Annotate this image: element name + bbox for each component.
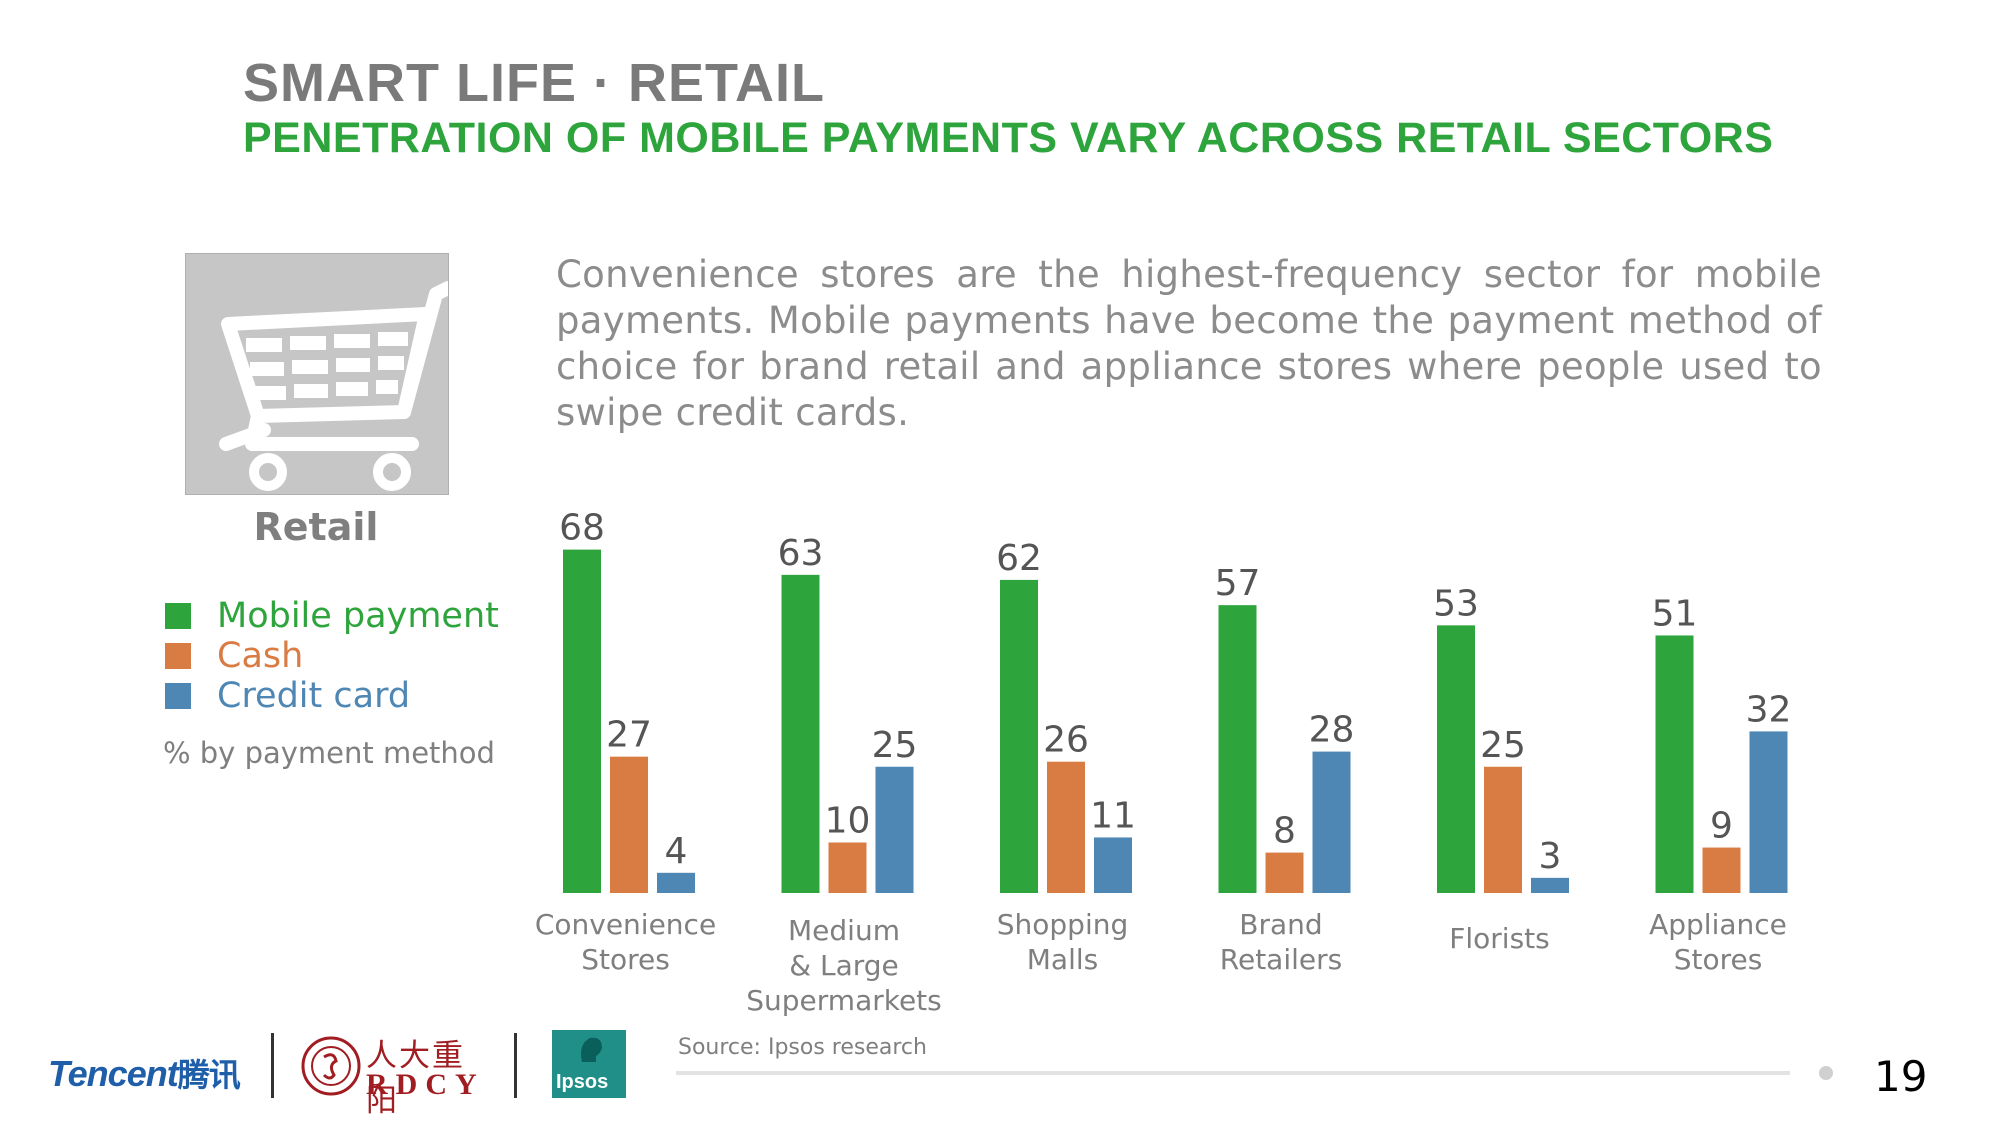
bar-cash [1702, 847, 1741, 893]
legend-label: Credit card [217, 676, 411, 716]
rdcy-logo-cn: 人大重阳 [366, 1038, 465, 1119]
bar-credit-card [1094, 837, 1132, 893]
bar-mobile-payment [563, 549, 601, 893]
tencent-logo: Tencent腾讯 [48, 1050, 241, 1096]
category-label: & Large [789, 949, 899, 982]
category-label: Malls [1027, 943, 1098, 976]
data-label-credit-card: 25 [872, 725, 918, 766]
legend-swatch [165, 603, 191, 629]
data-label-cash: 27 [606, 715, 652, 756]
logo-separator [271, 1033, 274, 1098]
retail-icon-tile [185, 253, 455, 495]
bar-credit-card [1749, 731, 1788, 893]
category-label: Stores [1674, 943, 1763, 976]
category-label: Retailers [1220, 943, 1342, 976]
category-label: Brand [1239, 908, 1322, 941]
source-note: Source: Ipsos research [678, 1035, 927, 1060]
data-label-cash: 8 [1273, 811, 1296, 852]
ipsos-logo: Ipsos [552, 1030, 626, 1098]
page-title: SMART LIFE · RETAIL [243, 53, 825, 113]
footer-dot [1819, 1066, 1833, 1080]
tencent-logo-cn: 腾讯 [177, 1057, 241, 1093]
chart-legend: Mobile payment Cash Credit card [165, 596, 499, 716]
data-label-credit-card: 4 [665, 831, 688, 872]
bar-mobile-payment [1655, 635, 1694, 893]
category-label: Convenience [535, 908, 716, 941]
page-subtitle: PENETRATION OF MOBILE PAYMENTS VARY ACRO… [243, 114, 1774, 162]
bar-mobile-payment [1000, 579, 1038, 893]
rdcy-logo-en: RDCY [366, 1068, 485, 1101]
data-label-mobile-payment: 51 [1652, 593, 1698, 634]
logo-separator [514, 1033, 517, 1098]
data-label-mobile-payment: 57 [1215, 563, 1261, 604]
bar-cash [1047, 761, 1085, 893]
legend-item-cash: Cash [165, 636, 499, 676]
legend-item-credit-card: Credit card [165, 676, 499, 716]
rdcy-seal-icon [301, 1036, 361, 1096]
unit-note: % by payment method [163, 736, 495, 770]
bar-credit-card [657, 872, 695, 893]
ipsos-head-icon [581, 1037, 602, 1062]
data-label-cash: 10 [825, 801, 871, 842]
tencent-logo-text: Tencent [48, 1053, 179, 1094]
data-label-cash: 25 [1480, 725, 1526, 766]
data-label-credit-card: 11 [1090, 795, 1136, 836]
data-label-cash: 26 [1043, 720, 1089, 761]
category-label: Shopping [997, 908, 1129, 941]
bar-cash [1484, 766, 1522, 893]
page-number: 19 [1874, 1052, 1928, 1101]
data-label-mobile-payment: 53 [1433, 583, 1479, 624]
bar-mobile-payment [1437, 625, 1475, 893]
category-label: Stores [581, 943, 670, 976]
bar-cash [1265, 852, 1304, 893]
category-label: Supermarkets [746, 984, 942, 1017]
data-label-mobile-payment: 63 [778, 533, 824, 574]
data-label-credit-card: 32 [1746, 689, 1792, 730]
bar-credit-card [1312, 751, 1351, 893]
bar-mobile-payment [1218, 605, 1257, 893]
rdcy-logo: 人大重阳 RDCY [300, 1030, 490, 1119]
data-label-credit-card: 28 [1309, 710, 1355, 751]
bar-credit-card [1531, 877, 1569, 893]
data-label-mobile-payment: 62 [996, 538, 1042, 579]
legend-swatch [165, 683, 191, 709]
category-label: Florists [1449, 922, 1549, 955]
description-text: Convenience stores are the highest-frequ… [556, 253, 1822, 434]
footer-divider [676, 1071, 1790, 1075]
legend-item-mobile-payment: Mobile payment [165, 596, 499, 636]
shopping-cart-icon [219, 281, 455, 491]
category-label: Appliance [1649, 908, 1787, 941]
retail-label: Retail [253, 505, 379, 549]
data-label-credit-card: 3 [1539, 836, 1562, 877]
data-label-cash: 9 [1710, 806, 1733, 847]
bar-cash [610, 756, 648, 893]
legend-label: Mobile payment [217, 596, 499, 636]
bar-mobile-payment [781, 574, 820, 893]
legend-label: Cash [217, 636, 304, 676]
category-label: Medium [788, 914, 900, 947]
ipsos-logo-text: Ipsos [556, 1071, 609, 1093]
bar-credit-card [875, 766, 914, 893]
legend-swatch [165, 643, 191, 669]
bar-cash [828, 842, 867, 893]
data-label-mobile-payment: 68 [559, 508, 605, 549]
